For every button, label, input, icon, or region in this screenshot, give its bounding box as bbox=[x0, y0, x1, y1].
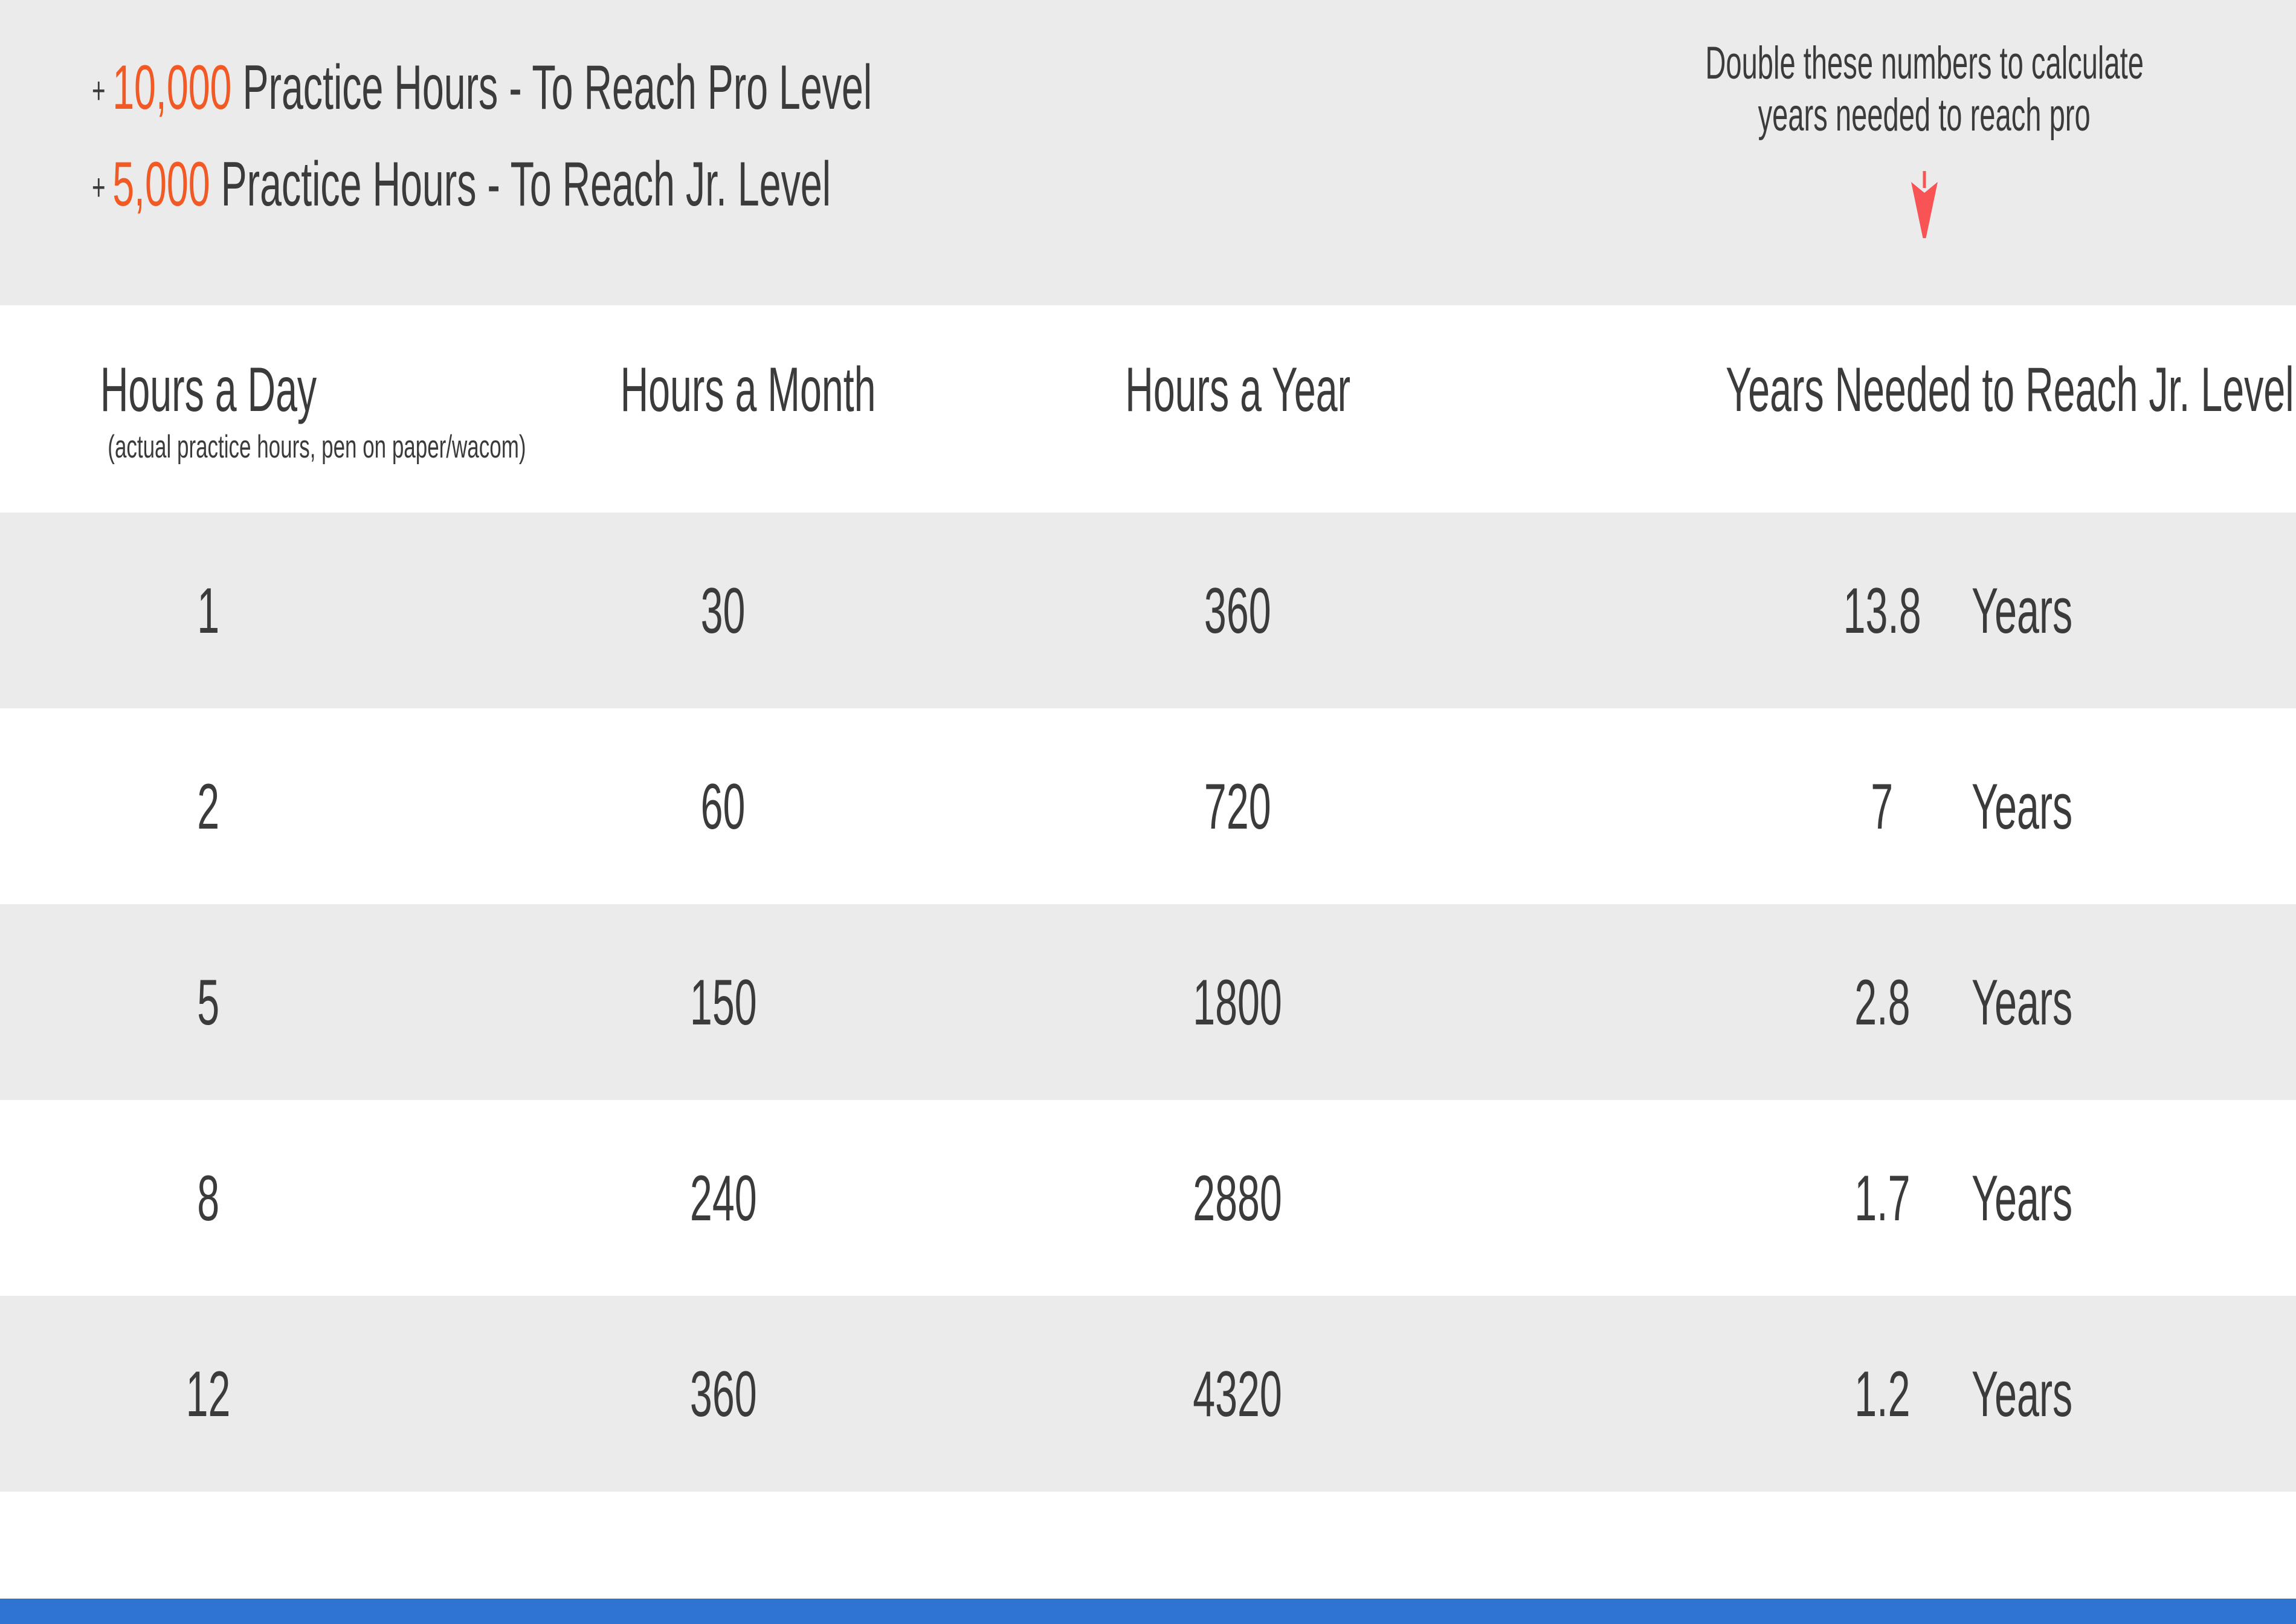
cell-hours-a-day: 2 bbox=[197, 770, 220, 843]
table-row: 1 30 360 13.8 Years bbox=[0, 513, 2296, 708]
plus-sign: + bbox=[92, 70, 106, 112]
cell-hours-a-month: 240 bbox=[689, 1162, 757, 1234]
cell-years-needed: 7 bbox=[1871, 770, 1894, 843]
jr-level-callout-text: +5,000 Practice Hours - To Reach Jr. Leve… bbox=[92, 148, 831, 224]
double-note-line1: Double these numbers to calculate bbox=[1705, 37, 2144, 89]
cell-hours-a-year: 4320 bbox=[1193, 1357, 1282, 1430]
column-header-years-needed: Years Needed to Reach Jr. Level bbox=[1726, 355, 2294, 425]
cell-hours-a-day: 12 bbox=[186, 1357, 231, 1430]
column-header-hours-a-day: Hours a Day bbox=[100, 355, 317, 425]
cell-hours-a-day: 1 bbox=[197, 574, 220, 647]
pro-level-callout: +10,000 Practice Hours - To Reach Pro Lev… bbox=[92, 51, 1350, 124]
footer-blue-band bbox=[0, 1599, 2296, 1624]
jr-level-callout: +5,000 Practice Hours - To Reach Jr. Leve… bbox=[92, 148, 1284, 221]
cell-years-unit: Years bbox=[1972, 966, 2073, 1038]
down-arrow-icon bbox=[1911, 171, 1938, 238]
table-row: 2 60 720 7 Years bbox=[0, 708, 2296, 904]
plus-sign: + bbox=[92, 167, 106, 209]
cell-years-unit: Years bbox=[1972, 1162, 2073, 1234]
cell-hours-a-year: 1800 bbox=[1193, 966, 1282, 1038]
pro-hours-number: 10,000 bbox=[112, 53, 232, 123]
cell-years-needed: 13.8 bbox=[1843, 574, 1921, 647]
cell-hours-a-month: 360 bbox=[689, 1357, 757, 1430]
hours-a-day-subtitle: (actual practice hours, pen on paper/wac… bbox=[108, 429, 526, 465]
cell-years-unit: Years bbox=[1972, 1357, 2073, 1430]
column-header-hours-a-year: Hours a Year bbox=[1125, 355, 1351, 425]
cell-hours-a-year: 2880 bbox=[1193, 1162, 1282, 1234]
cell-hours-a-day: 5 bbox=[197, 966, 220, 1038]
jr-hours-number: 5,000 bbox=[112, 149, 210, 219]
cell-years-unit: Years bbox=[1972, 574, 2073, 647]
column-header-hours-a-month: Hours a Month bbox=[620, 355, 876, 425]
table-row: 8 240 2880 1.7 Years bbox=[0, 1100, 2296, 1296]
cell-years-unit: Years bbox=[1972, 770, 2073, 843]
cell-hours-a-month: 150 bbox=[689, 966, 757, 1038]
cell-hours-a-year: 360 bbox=[1204, 574, 1271, 647]
table-row: 5 150 1800 2.8 Years bbox=[0, 904, 2296, 1100]
cell-years-needed: 1.7 bbox=[1854, 1162, 1911, 1234]
jr-hours-label: Practice Hours - To Reach Jr. Level bbox=[221, 149, 831, 219]
pro-hours-label: Practice Hours - To Reach Pro Level bbox=[242, 53, 872, 123]
cell-hours-a-year: 720 bbox=[1204, 770, 1271, 843]
table-row: 12 360 4320 1.2 Years bbox=[0, 1296, 2296, 1492]
pro-level-callout-text: +10,000 Practice Hours - To Reach Pro Lev… bbox=[92, 51, 872, 128]
cell-hours-a-day: 8 bbox=[197, 1162, 220, 1234]
cell-hours-a-month: 60 bbox=[701, 770, 746, 843]
cell-years-needed: 1.2 bbox=[1854, 1357, 1911, 1430]
cell-years-needed: 2.8 bbox=[1854, 966, 1911, 1038]
cell-hours-a-month: 30 bbox=[701, 574, 746, 647]
double-note-line2: years needed to reach pro bbox=[1758, 89, 2091, 141]
top-header-band: +10,000 Practice Hours - To Reach Pro Lev… bbox=[0, 0, 2296, 305]
